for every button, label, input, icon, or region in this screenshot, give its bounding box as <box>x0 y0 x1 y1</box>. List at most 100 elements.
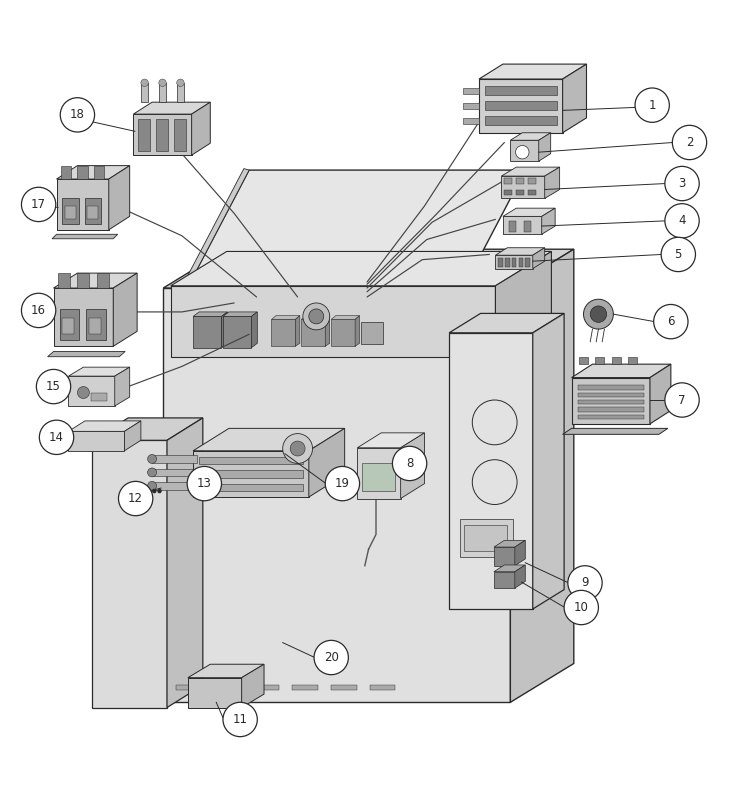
Circle shape <box>157 489 162 494</box>
Text: 16: 16 <box>31 304 46 317</box>
Polygon shape <box>509 221 517 232</box>
Polygon shape <box>515 565 526 588</box>
Circle shape <box>326 466 359 501</box>
Text: 13: 13 <box>197 477 212 490</box>
Polygon shape <box>53 288 114 346</box>
Polygon shape <box>171 251 551 286</box>
Polygon shape <box>251 312 257 348</box>
Circle shape <box>22 187 56 222</box>
Polygon shape <box>174 118 186 150</box>
Circle shape <box>516 146 529 159</box>
Polygon shape <box>188 678 241 707</box>
Polygon shape <box>562 428 668 434</box>
Polygon shape <box>485 116 556 126</box>
Polygon shape <box>52 234 118 238</box>
Polygon shape <box>91 393 108 402</box>
Polygon shape <box>511 140 538 161</box>
Polygon shape <box>331 316 359 319</box>
Polygon shape <box>241 664 264 707</box>
Polygon shape <box>62 198 79 224</box>
Polygon shape <box>579 357 588 364</box>
Polygon shape <box>253 685 279 690</box>
Polygon shape <box>370 685 396 690</box>
Polygon shape <box>193 428 344 450</box>
Polygon shape <box>68 367 129 376</box>
Circle shape <box>141 79 148 86</box>
Polygon shape <box>562 64 587 133</box>
Polygon shape <box>499 258 503 267</box>
Polygon shape <box>449 333 532 609</box>
Polygon shape <box>496 255 532 269</box>
Circle shape <box>39 420 74 454</box>
Polygon shape <box>68 431 124 450</box>
Polygon shape <box>355 316 359 346</box>
Text: 14: 14 <box>49 431 64 444</box>
Polygon shape <box>56 179 109 230</box>
Polygon shape <box>462 118 479 124</box>
Polygon shape <box>524 221 531 232</box>
Polygon shape <box>302 319 326 346</box>
Polygon shape <box>528 178 535 183</box>
Circle shape <box>290 441 305 456</box>
Polygon shape <box>505 178 512 183</box>
Polygon shape <box>53 273 137 288</box>
Text: 17: 17 <box>31 198 46 211</box>
Polygon shape <box>650 364 671 424</box>
Polygon shape <box>532 314 564 609</box>
Polygon shape <box>59 309 79 340</box>
Text: 11: 11 <box>232 713 247 726</box>
Circle shape <box>22 294 56 327</box>
Polygon shape <box>133 114 192 155</box>
Polygon shape <box>462 88 479 94</box>
Polygon shape <box>331 685 356 690</box>
Polygon shape <box>544 167 559 198</box>
Polygon shape <box>152 482 197 490</box>
Polygon shape <box>58 273 70 288</box>
Polygon shape <box>159 82 166 102</box>
Polygon shape <box>296 316 300 346</box>
Circle shape <box>77 386 89 398</box>
Polygon shape <box>152 469 197 476</box>
Polygon shape <box>479 64 587 79</box>
Text: 3: 3 <box>678 177 686 190</box>
Text: 1: 1 <box>648 98 656 112</box>
Text: 7: 7 <box>678 394 686 406</box>
Circle shape <box>672 126 707 160</box>
Circle shape <box>283 434 313 463</box>
Circle shape <box>159 79 166 86</box>
Polygon shape <box>541 208 555 234</box>
Polygon shape <box>176 685 202 690</box>
Polygon shape <box>92 440 167 707</box>
Text: 10: 10 <box>574 601 589 614</box>
Polygon shape <box>578 407 644 412</box>
Polygon shape <box>133 102 211 114</box>
Text: 8: 8 <box>406 457 414 470</box>
Polygon shape <box>494 547 515 566</box>
Polygon shape <box>401 433 425 498</box>
Polygon shape <box>612 357 621 364</box>
Text: 4: 4 <box>678 214 686 227</box>
Circle shape <box>309 309 324 324</box>
Polygon shape <box>188 664 264 678</box>
Polygon shape <box>223 312 257 316</box>
Circle shape <box>147 468 156 477</box>
Polygon shape <box>578 415 644 419</box>
Polygon shape <box>61 166 71 179</box>
Polygon shape <box>357 433 425 448</box>
Polygon shape <box>193 170 526 277</box>
Polygon shape <box>485 102 556 110</box>
Polygon shape <box>494 572 515 588</box>
Polygon shape <box>47 351 125 357</box>
Polygon shape <box>629 357 637 364</box>
Polygon shape <box>517 190 524 195</box>
Polygon shape <box>511 250 574 702</box>
Polygon shape <box>528 190 535 195</box>
Polygon shape <box>156 118 168 150</box>
Circle shape <box>393 446 426 481</box>
Polygon shape <box>223 316 251 348</box>
Polygon shape <box>68 376 115 406</box>
Polygon shape <box>503 208 555 216</box>
Polygon shape <box>517 178 524 183</box>
Polygon shape <box>85 198 102 224</box>
Polygon shape <box>77 273 89 288</box>
